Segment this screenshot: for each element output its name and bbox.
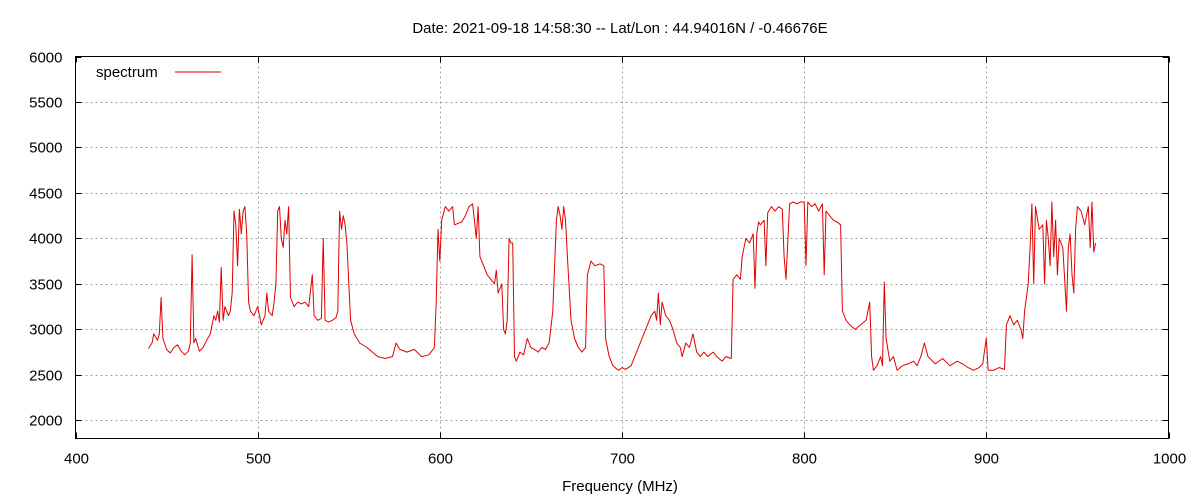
x-tick-label-700: 700 bbox=[610, 451, 635, 468]
axis-ticks: 400 500 600 700 800 900 1000 2000 2500 3000 3500 40… bbox=[29, 50, 1186, 468]
grid-lines bbox=[75, 56, 1169, 439]
y-tick-label-3000: 3000 bbox=[29, 322, 62, 339]
y-tick-label-2500: 2500 bbox=[29, 368, 62, 385]
x-tick-label-1000: 1000 bbox=[1153, 451, 1186, 468]
legend-label-spectrum: spectrum bbox=[96, 64, 158, 81]
y-tick-label-5000: 5000 bbox=[29, 140, 62, 157]
series-line-spectrum bbox=[147, 201, 1097, 371]
y-tick-label-4000: 4000 bbox=[29, 231, 62, 248]
chart-title: Date: 2021-09-18 14:58:30 -- Lat/Lon : 4… bbox=[412, 20, 827, 37]
y-tick-label-5500: 5500 bbox=[29, 95, 62, 112]
y-tick-label-3500: 3500 bbox=[29, 277, 62, 294]
x-axis-label: Frequency (MHz) bbox=[562, 478, 678, 495]
x-tick-label-400: 400 bbox=[64, 451, 89, 468]
x-tick-label-800: 800 bbox=[792, 451, 817, 468]
x-tick-label-600: 600 bbox=[428, 451, 453, 468]
legend: spectrum bbox=[96, 64, 221, 81]
y-tick-label-4500: 4500 bbox=[29, 186, 62, 203]
x-tick-label-500: 500 bbox=[246, 451, 271, 468]
y-tick-label-2000: 2000 bbox=[29, 413, 62, 430]
x-tick-label-900: 900 bbox=[974, 451, 999, 468]
series-layer bbox=[147, 201, 1097, 371]
y-tick-label-6000: 6000 bbox=[29, 50, 62, 67]
